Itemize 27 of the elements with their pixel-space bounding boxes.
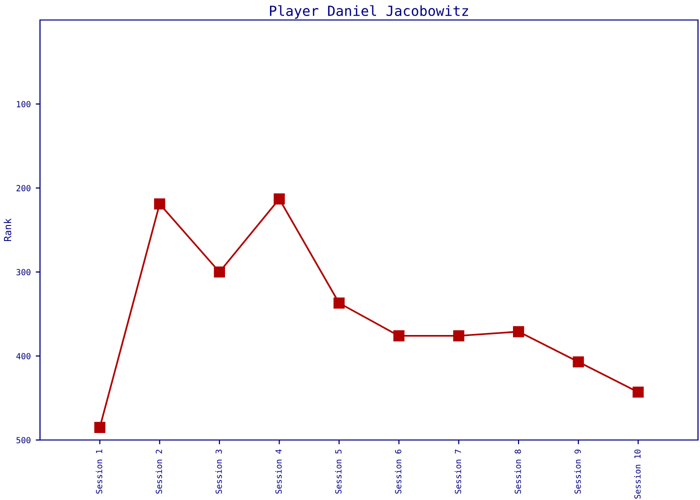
x-tick-label: Session 2 <box>156 450 162 494</box>
point <box>154 198 166 210</box>
x-tick-label: Session 9 <box>574 450 581 494</box>
chart-title: Player Daniel Jacobowitz <box>270 5 468 19</box>
point <box>453 330 464 342</box>
y-tick-label: 400 <box>16 353 30 360</box>
point <box>274 193 285 204</box>
y-axis-title: Rank <box>4 218 12 242</box>
point <box>632 386 644 398</box>
y-tick-label: 300 <box>16 269 30 276</box>
x-tick-label: Session 8 <box>514 450 521 494</box>
y-tick-label: 200 <box>16 185 30 192</box>
x-tick-label: Session 3 <box>215 450 222 494</box>
x-tick-label: Session 7 <box>454 450 462 494</box>
point <box>393 330 404 342</box>
y-tick-label: 500 <box>16 437 30 444</box>
point <box>214 266 226 278</box>
x-tick-label: Session 4 <box>275 449 282 494</box>
point <box>572 356 584 368</box>
y-tick-label: 100 <box>16 101 30 108</box>
point <box>334 298 345 309</box>
point <box>512 326 524 338</box>
point <box>94 422 106 433</box>
x-tick-label: Session 6 <box>394 450 402 494</box>
x-tick-label: Session 5 <box>335 450 342 494</box>
x-tick-label: Session 1 <box>96 450 102 494</box>
x-tick-label: Session 10 <box>634 450 641 499</box>
